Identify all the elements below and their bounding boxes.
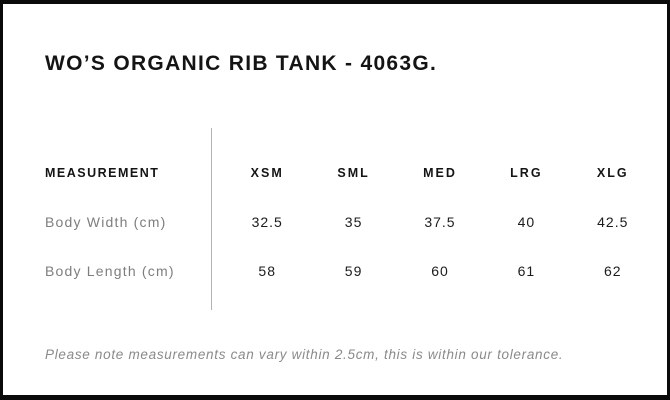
size-header-xsm: XSM — [250, 165, 284, 180]
cell-value: 37.5 — [424, 213, 456, 230]
cell-value: 59 — [344, 262, 363, 279]
table-row-body-length: Body Length (cm) 58 59 60 61 62 — [45, 246, 656, 295]
cell-value: 60 — [431, 262, 449, 279]
size-header-med: MED — [423, 165, 457, 180]
cell-value: 58 — [258, 262, 276, 279]
cell-value: 42.5 — [597, 213, 629, 230]
cell-value: 40 — [517, 213, 536, 230]
cell-value: 35 — [344, 213, 363, 230]
cell-value: 32.5 — [251, 213, 283, 230]
row-label: Body Width (cm) — [45, 213, 167, 230]
table-divider — [211, 128, 212, 310]
table-row-body-width: Body Width (cm) 32.5 35 37.5 40 42.5 — [45, 197, 656, 246]
cell-value: 62 — [603, 262, 622, 279]
size-table-rows: MEASUREMENT XSM SML MED LRG XLG Body Wid… — [45, 128, 656, 295]
row-label: Body Length (cm) — [45, 262, 175, 279]
tolerance-footnote: Please note measurements can vary within… — [45, 347, 564, 362]
page-title: WO’S ORGANIC RIB TANK - 4063G. — [45, 52, 438, 75]
size-header-xlg: XLG — [596, 165, 629, 180]
size-header-sml: SML — [337, 165, 370, 180]
table-header-row: MEASUREMENT XSM SML MED LRG XLG — [45, 148, 656, 197]
cell-value: 61 — [517, 262, 536, 279]
size-table: MEASUREMENT XSM SML MED LRG XLG Body Wid… — [45, 128, 656, 310]
measurement-column-header: MEASUREMENT — [45, 165, 160, 180]
size-header-lrg: LRG — [510, 165, 543, 180]
